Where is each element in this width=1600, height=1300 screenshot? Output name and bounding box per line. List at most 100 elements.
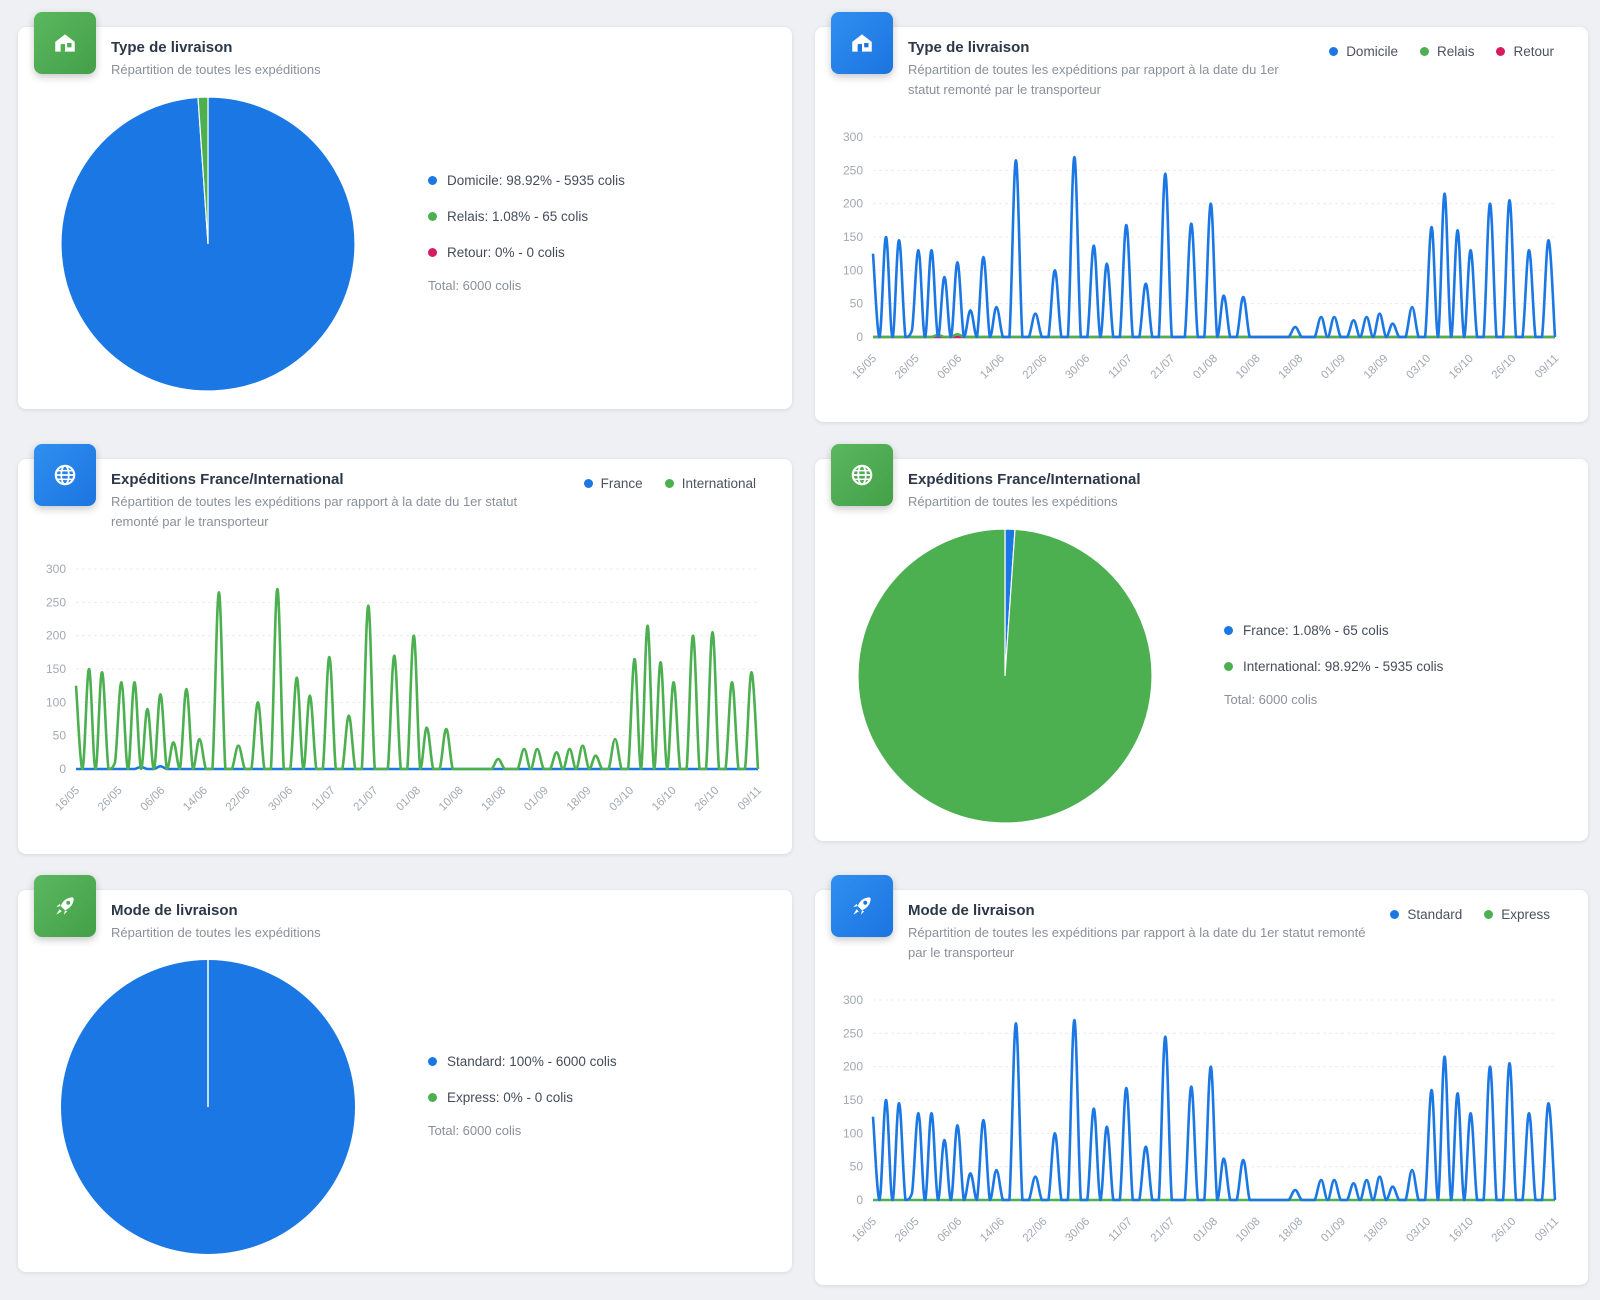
y-tick-label: 200 xyxy=(843,197,863,211)
legend-item-retour[interactable]: Retour: 0% - 0 colis xyxy=(428,234,625,270)
y-tick-label: 200 xyxy=(843,1060,863,1074)
legend-item-express[interactable]: Express xyxy=(1484,907,1550,922)
legend-dot xyxy=(428,175,437,185)
series-line-domicile[interactable] xyxy=(871,155,1557,339)
x-tick-label: 22/06 xyxy=(1021,1216,1050,1245)
legend-label: Relais xyxy=(1436,44,1475,59)
legend-item-relais[interactable]: Relais: 1.08% - 65 colis xyxy=(428,198,625,234)
series-line-relais[interactable] xyxy=(873,333,1555,339)
legend-dot xyxy=(428,247,437,257)
legend-item-relais[interactable]: Relais xyxy=(1419,44,1475,59)
legend-item-france[interactable]: France: 1.08% - 65 colis xyxy=(1224,612,1443,648)
y-tick-label: 100 xyxy=(843,263,863,277)
line-legend: Standard Express xyxy=(1390,907,1550,922)
pie-slice-international[interactable] xyxy=(857,528,1153,824)
subtitle-line-1: Répartition de toutes les expéditions pa… xyxy=(908,925,1366,940)
line-legend: Domicile Relais Retour xyxy=(1329,44,1554,59)
globe-icon xyxy=(851,464,873,486)
y-tick-label: 150 xyxy=(46,662,66,676)
x-tick-label: 26/10 xyxy=(1490,353,1519,382)
legend-label: Standard xyxy=(1407,907,1463,922)
subtitle-line-2: par le transporteur xyxy=(908,945,1015,960)
subtitle-line-2: statut remonté par le transporteur xyxy=(908,82,1101,97)
x-tick-label: 11/07 xyxy=(1107,1216,1135,1244)
x-tick-label: 18/09 xyxy=(565,785,594,814)
rocket-badge xyxy=(831,875,893,937)
legend-item-international[interactable]: International xyxy=(664,476,756,491)
legend-item-standard[interactable]: Standard: 100% - 6000 colis xyxy=(428,1043,617,1079)
x-tick-label: 03/10 xyxy=(607,785,636,814)
card-subtitle: Répartition de toutes les expéditions pa… xyxy=(908,60,1308,100)
legend-item-express[interactable]: Express: 0% - 0 colis xyxy=(428,1079,617,1115)
x-tick-label: 18/08 xyxy=(1277,353,1306,382)
y-tick-label: 150 xyxy=(843,1093,863,1107)
series-line-international[interactable] xyxy=(74,587,760,771)
pie-chart[interactable] xyxy=(815,459,1588,841)
x-tick-label: 03/10 xyxy=(1404,1216,1433,1245)
pie-total: Total: 6000 colis xyxy=(428,1123,522,1138)
x-tick-label: 21/07 xyxy=(352,785,381,814)
x-tick-label: 09/11 xyxy=(1533,353,1561,381)
card-geo-pie: Expéditions France/International Réparti… xyxy=(815,459,1588,841)
home-icon xyxy=(852,34,872,52)
x-tick-label: 16/05 xyxy=(850,1216,879,1245)
x-tick-label: 30/06 xyxy=(1063,353,1092,382)
y-tick-label: 50 xyxy=(850,297,864,311)
subtitle-line-1: Répartition de toutes les expéditions pa… xyxy=(111,494,518,509)
card-geo-line: Expéditions France/International Réparti… xyxy=(18,459,792,854)
legend-item-domicile[interactable]: Domicile: 98.92% - 5935 colis xyxy=(428,162,625,198)
x-tick-label: 18/08 xyxy=(480,785,509,814)
line-chart[interactable]: 300 250 200 150 100 50 0 16/05 26/05 06/06 14/06 22… xyxy=(18,459,792,854)
legend-dot xyxy=(428,1092,437,1102)
x-tick-label: 16/05 xyxy=(850,353,879,382)
pie-chart[interactable] xyxy=(18,27,792,409)
pie-chart[interactable] xyxy=(18,890,792,1272)
legend-label: France xyxy=(600,476,643,491)
legend-dot xyxy=(1496,47,1506,56)
legend-item-france[interactable]: France xyxy=(583,476,643,491)
line-chart[interactable]: 300 250 200 150 100 50 0 16/05 26/05 06/06 14/06 22… xyxy=(815,27,1588,422)
y-tick-label: 300 xyxy=(843,993,863,1007)
card-title: Type de livraison xyxy=(111,39,233,56)
x-tick-label: 03/10 xyxy=(1404,353,1433,382)
x-tick-label: 10/08 xyxy=(1234,1216,1263,1245)
pie-slice-relais[interactable] xyxy=(197,96,209,245)
legend-item-standard[interactable]: Standard xyxy=(1390,907,1462,922)
legend-item-international[interactable]: International: 98.92% - 5935 colis xyxy=(1224,648,1443,684)
legend-label: International xyxy=(681,476,756,491)
x-tick-label: 11/07 xyxy=(1107,353,1135,381)
legend-label: Retour: 0% - 0 colis xyxy=(447,244,565,260)
x-tick-label: 18/09 xyxy=(1362,1216,1391,1245)
line-chart[interactable]: 300 250 200 150 100 50 0 16/05 26/05 06/06 14/06 22… xyxy=(815,890,1588,1285)
legend-dot xyxy=(1224,661,1233,671)
legend-label: Domicile: 98.92% - 5935 colis xyxy=(447,172,625,188)
card-title: Type de livraison xyxy=(908,39,1030,56)
x-tick-label: 18/09 xyxy=(1362,353,1391,382)
x-tick-label: 01/08 xyxy=(1191,353,1220,382)
series-line-standard[interactable] xyxy=(871,1018,1557,1202)
globe-badge xyxy=(831,444,893,506)
y-tick-label: 250 xyxy=(843,163,863,177)
x-tick-label: 16/10 xyxy=(1447,353,1476,382)
card-mode-pie: Mode de livraison Répartition de toutes … xyxy=(18,890,792,1272)
legend-label: Retour xyxy=(1513,44,1554,59)
x-tick-label: 06/06 xyxy=(139,785,168,814)
x-tick-label: 01/09 xyxy=(1319,1216,1348,1245)
legend-item-domicile[interactable]: Domicile xyxy=(1329,44,1398,59)
card-title: Mode de livraison xyxy=(908,902,1035,919)
x-tick-label: 14/06 xyxy=(978,353,1007,382)
x-tick-label: 14/06 xyxy=(978,1216,1007,1245)
x-tick-label: 14/06 xyxy=(181,785,210,814)
series-line-france[interactable] xyxy=(76,765,758,771)
x-tick-label: 18/08 xyxy=(1277,1216,1306,1245)
x-tick-label: 16/10 xyxy=(1447,1216,1476,1245)
y-tick-label: 50 xyxy=(850,1160,864,1174)
home-icon xyxy=(55,34,75,52)
x-tick-label: 22/06 xyxy=(1021,353,1050,382)
legend-dot xyxy=(428,211,437,221)
globe-badge xyxy=(34,444,96,506)
legend-dot xyxy=(1419,47,1429,56)
x-tick-label: 01/09 xyxy=(1319,353,1348,382)
legend-item-retour[interactable]: Retour xyxy=(1496,44,1554,59)
card-subtitle: Répartition de toutes les expéditions pa… xyxy=(111,492,551,532)
